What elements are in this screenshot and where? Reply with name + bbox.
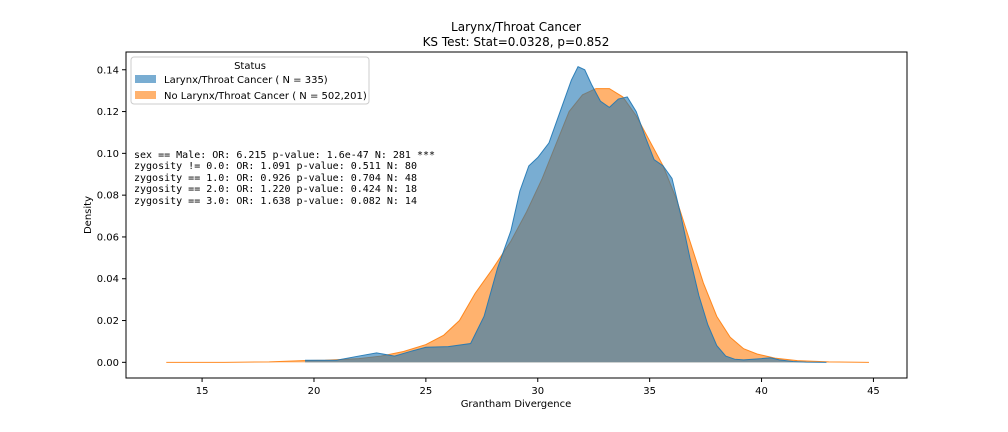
y-tick-label: 0.04 xyxy=(97,274,119,285)
legend-entry-control: No Larynx/Throat Cancer ( N = 502,201) xyxy=(164,91,367,102)
y-tick-label: 0.02 xyxy=(97,316,119,327)
x-tick-label: 35 xyxy=(643,386,656,397)
y-tick-label: 0.08 xyxy=(97,191,119,202)
legend: Status Larynx/Throat Cancer ( N = 335) N… xyxy=(130,56,370,105)
y-tick-label: 0.12 xyxy=(97,107,119,118)
density-area-case xyxy=(305,66,827,363)
legend-box xyxy=(130,56,370,105)
x-tick-label: 30 xyxy=(531,386,544,397)
y-tick-label: 0.14 xyxy=(97,65,119,76)
x-axis-ticks: 15 20 25 30 35 40 45 xyxy=(196,378,880,397)
annotation-line: zygosity == 1.0: OR: 0.926 p-value: 0.70… xyxy=(134,173,417,184)
annotation-line: zygosity == 3.0: OR: 1.638 p-value: 0.08… xyxy=(134,196,417,207)
y-axis-label: Density xyxy=(83,196,94,234)
plot-frame xyxy=(125,51,908,379)
x-axis-label: Grantham Divergence xyxy=(461,399,572,410)
x-tick-label: 20 xyxy=(308,386,321,397)
x-tick-label: 40 xyxy=(755,386,768,397)
density-areas xyxy=(166,65,869,363)
y-tick-label: 0.10 xyxy=(97,149,119,160)
x-tick-label: 15 xyxy=(196,386,209,397)
annotation-line: sex == Male: OR: 6.215 p-value: 1.6e-47 … xyxy=(134,150,435,161)
density-line-case xyxy=(305,65,827,363)
chart-title: Larynx/Throat Cancer xyxy=(451,20,581,34)
legend-title: Status xyxy=(234,61,266,72)
legend-swatch-control xyxy=(135,91,156,99)
legend-swatch-case xyxy=(135,75,156,83)
y-tick-label: 0.06 xyxy=(97,232,119,243)
y-tick-label: 0.00 xyxy=(97,358,119,369)
x-tick-label: 25 xyxy=(420,386,433,397)
x-tick-label: 45 xyxy=(867,386,880,397)
annotation-line: zygosity != 0.0: OR: 1.091 p-value: 0.51… xyxy=(134,161,417,172)
y-axis-ticks: 0.00 0.02 0.04 0.06 0.08 0.10 0.12 0.14 xyxy=(97,65,126,369)
annotation-line: zygosity == 2.0: OR: 1.220 p-value: 0.42… xyxy=(134,184,417,195)
chart-subtitle: KS Test: Stat=0.0328, p=0.852 xyxy=(423,35,610,49)
annotation-block: sex == Male: OR: 6.215 p-value: 1.6e-47 … xyxy=(134,150,435,207)
legend-entry-case: Larynx/Throat Cancer ( N = 335) xyxy=(164,75,328,86)
